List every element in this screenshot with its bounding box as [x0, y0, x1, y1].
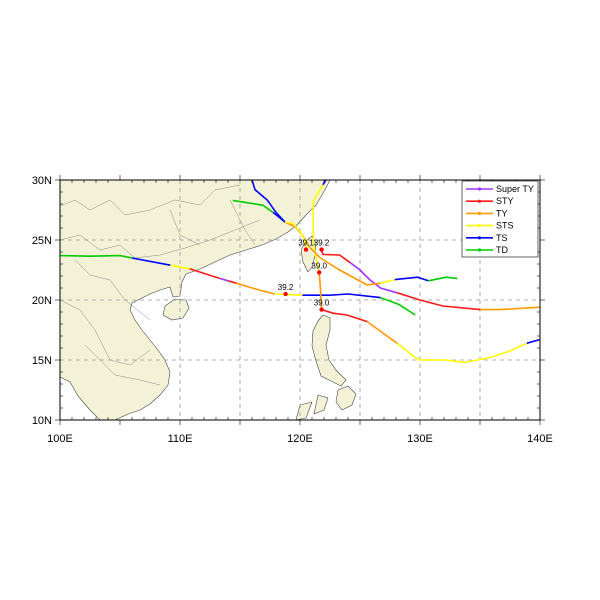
track-segment-ty	[318, 272, 323, 310]
track-segment-td	[428, 276, 458, 282]
track-segment-superty	[349, 262, 398, 294]
legend-dot	[477, 199, 482, 203]
track-segment-td	[380, 296, 416, 316]
track-segment-sts	[396, 342, 528, 364]
track-segment-superty	[219, 277, 229, 282]
track-marker-label: 39.0	[314, 299, 330, 308]
y-tick-label: 25N	[32, 235, 52, 247]
x-axis-labels: 100E 110E 120E 130E 140E	[47, 433, 553, 445]
track-segment-sty	[321, 308, 368, 323]
legend-dot	[477, 224, 482, 228]
y-tick-label: 10N	[32, 415, 52, 427]
legend-item-superty: Super TY	[466, 184, 534, 194]
legend-dot	[477, 248, 482, 252]
hainan-island	[162, 298, 190, 321]
x-tick-label: 130E	[407, 433, 433, 445]
track-marker-dot	[283, 291, 288, 297]
legend-dot	[477, 236, 482, 240]
y-tick-label: 15N	[32, 355, 52, 367]
track-segment-ty	[236, 282, 275, 295]
x-tick-label: 110E	[168, 433, 193, 445]
track-segment-ty	[480, 306, 540, 311]
y-axis-labels: 10N 15N 20N 25N 30N	[32, 175, 52, 427]
track-segment-ts	[272, 211, 286, 223]
track-marker-dot	[317, 270, 322, 275]
legend-label: Super TY	[496, 184, 534, 194]
legend: Super TY STY TY STS TS TD	[461, 180, 539, 258]
track-segment-sts	[284, 221, 307, 250]
track-segment-sts	[274, 293, 303, 296]
track-segment-td	[60, 254, 133, 259]
legend-item-td: TD	[466, 245, 508, 255]
legend-box	[461, 180, 539, 258]
x-tick-label: 100E	[47, 433, 73, 445]
track-marker-label: 39.2	[278, 283, 294, 292]
track-marker-label: 39.0	[311, 261, 327, 270]
visayas-islands	[295, 385, 357, 420]
legend-label: TS	[496, 233, 508, 243]
track-segment-ts	[302, 293, 381, 299]
track-segment-sty	[189, 268, 220, 280]
track-segment-ts	[322, 180, 327, 186]
y-tick-label: 20N	[32, 295, 52, 307]
track-markers: 39.239.1 39.239.039.0	[278, 239, 330, 312]
legend-dot	[477, 187, 482, 191]
axis-ticks	[55, 175, 545, 425]
legend-item-ts: TS	[466, 233, 508, 243]
track-marker-dot	[319, 247, 324, 252]
x-tick-label: 140E	[527, 433, 553, 445]
track-segment-sty	[227, 280, 237, 284]
track-segment-ts	[394, 276, 429, 282]
track-segment-sts	[170, 264, 190, 270]
legend-item-ty: TY	[466, 208, 508, 218]
luzon-island	[311, 314, 347, 387]
track-segment-ts	[251, 180, 286, 223]
track-marker-label: 39.2	[314, 239, 330, 248]
y-tick-label: 30N	[32, 175, 52, 187]
legend-label: STY	[496, 196, 514, 206]
track-segment-ts	[526, 338, 540, 344]
track-marker-dot	[303, 247, 309, 252]
legend-item-sts: STS	[466, 221, 514, 231]
track-segment-sty	[396, 292, 481, 311]
track-marker-dot	[319, 307, 324, 312]
track-segment-sts	[312, 184, 324, 273]
track-segment-ty	[366, 320, 398, 344]
track-segment-ts	[131, 257, 171, 266]
internal-borders	[60, 184, 261, 386]
legend-label: STS	[496, 221, 514, 231]
x-tick-label: 120E	[287, 433, 313, 445]
legend-dot	[477, 211, 482, 215]
legend-item-sty: STY	[466, 196, 514, 206]
track-segment-td	[232, 199, 274, 214]
legend-label: TY	[496, 208, 508, 218]
track-segment-sty	[320, 249, 351, 264]
track-marker-label: 39.1	[298, 239, 314, 248]
track-segment-sts	[380, 278, 395, 284]
typhoon-tracks	[60, 180, 540, 364]
legend-label: TD	[496, 245, 508, 255]
